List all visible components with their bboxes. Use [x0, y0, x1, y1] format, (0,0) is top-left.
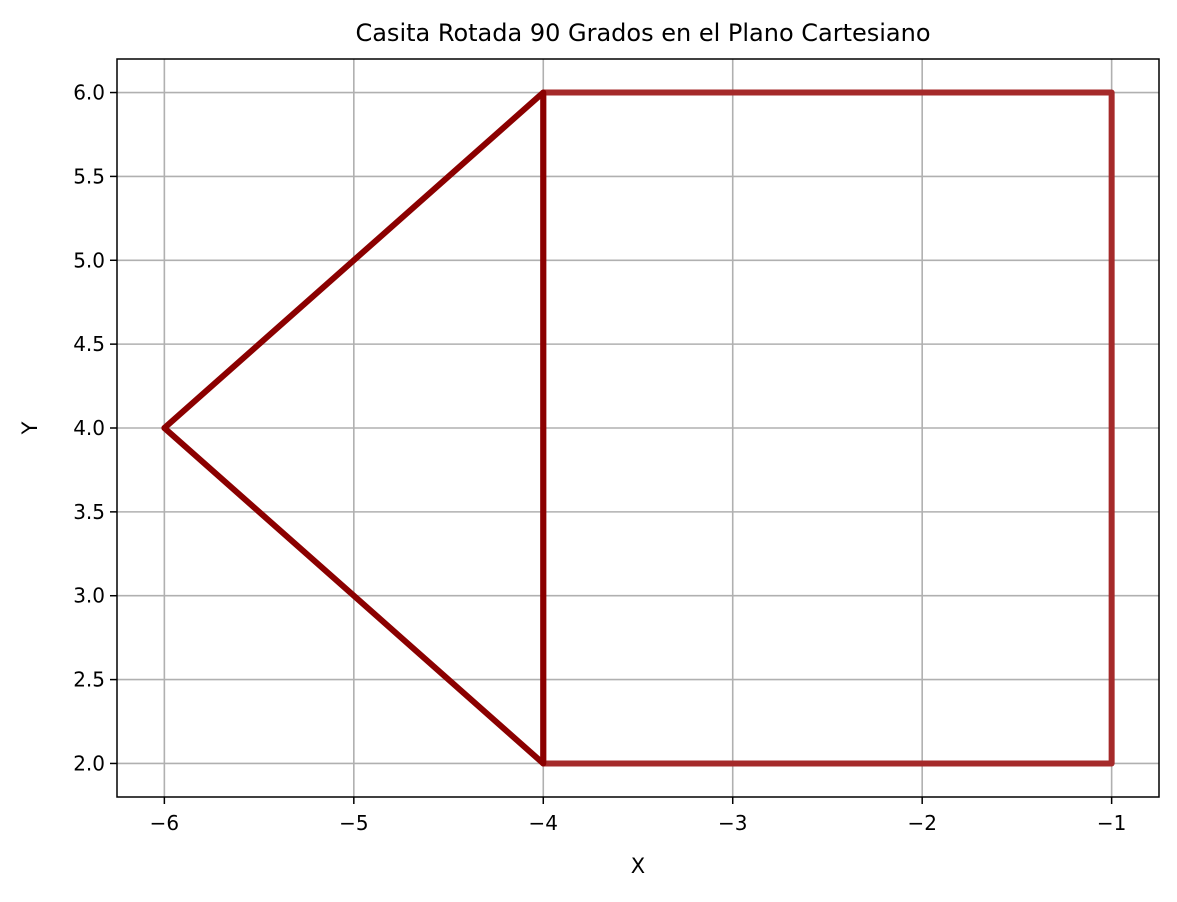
grid	[117, 59, 1159, 797]
y-tick-label: 3.5	[73, 500, 105, 524]
plot-series	[161, 89, 1115, 767]
y-axis-label: Y	[18, 421, 42, 435]
x-tick-label: −4	[529, 811, 558, 835]
x-tick-label: −5	[339, 811, 368, 835]
x-tick-label: −3	[718, 811, 747, 835]
x-tick-label: −6	[150, 811, 179, 835]
x-axis-label: X	[631, 854, 645, 878]
y-tick-label: 5.0	[73, 248, 105, 272]
house-roof-line	[161, 89, 547, 767]
y-tick-label: 2.0	[73, 751, 105, 775]
y-tick-label: 4.5	[73, 332, 105, 356]
x-axis-ticks: −6 −5 −4 −3 −2 −1	[150, 797, 1126, 835]
y-tick-label: 4.0	[73, 416, 105, 440]
x-tick-label: −2	[907, 811, 936, 835]
y-tick-label: 3.0	[73, 584, 105, 608]
y-tick-label: 2.5	[73, 668, 105, 692]
y-tick-label: 5.5	[73, 164, 105, 188]
y-axis-ticks: 2.0 2.5 3.0 3.5 4.0 4.5 5.0 5.5 6.0	[73, 81, 117, 775]
y-tick-label: 6.0	[73, 81, 105, 105]
chart-title: Casita Rotada 90 Grados en el Plano Cart…	[355, 19, 930, 47]
x-tick-label: −1	[1097, 811, 1126, 835]
